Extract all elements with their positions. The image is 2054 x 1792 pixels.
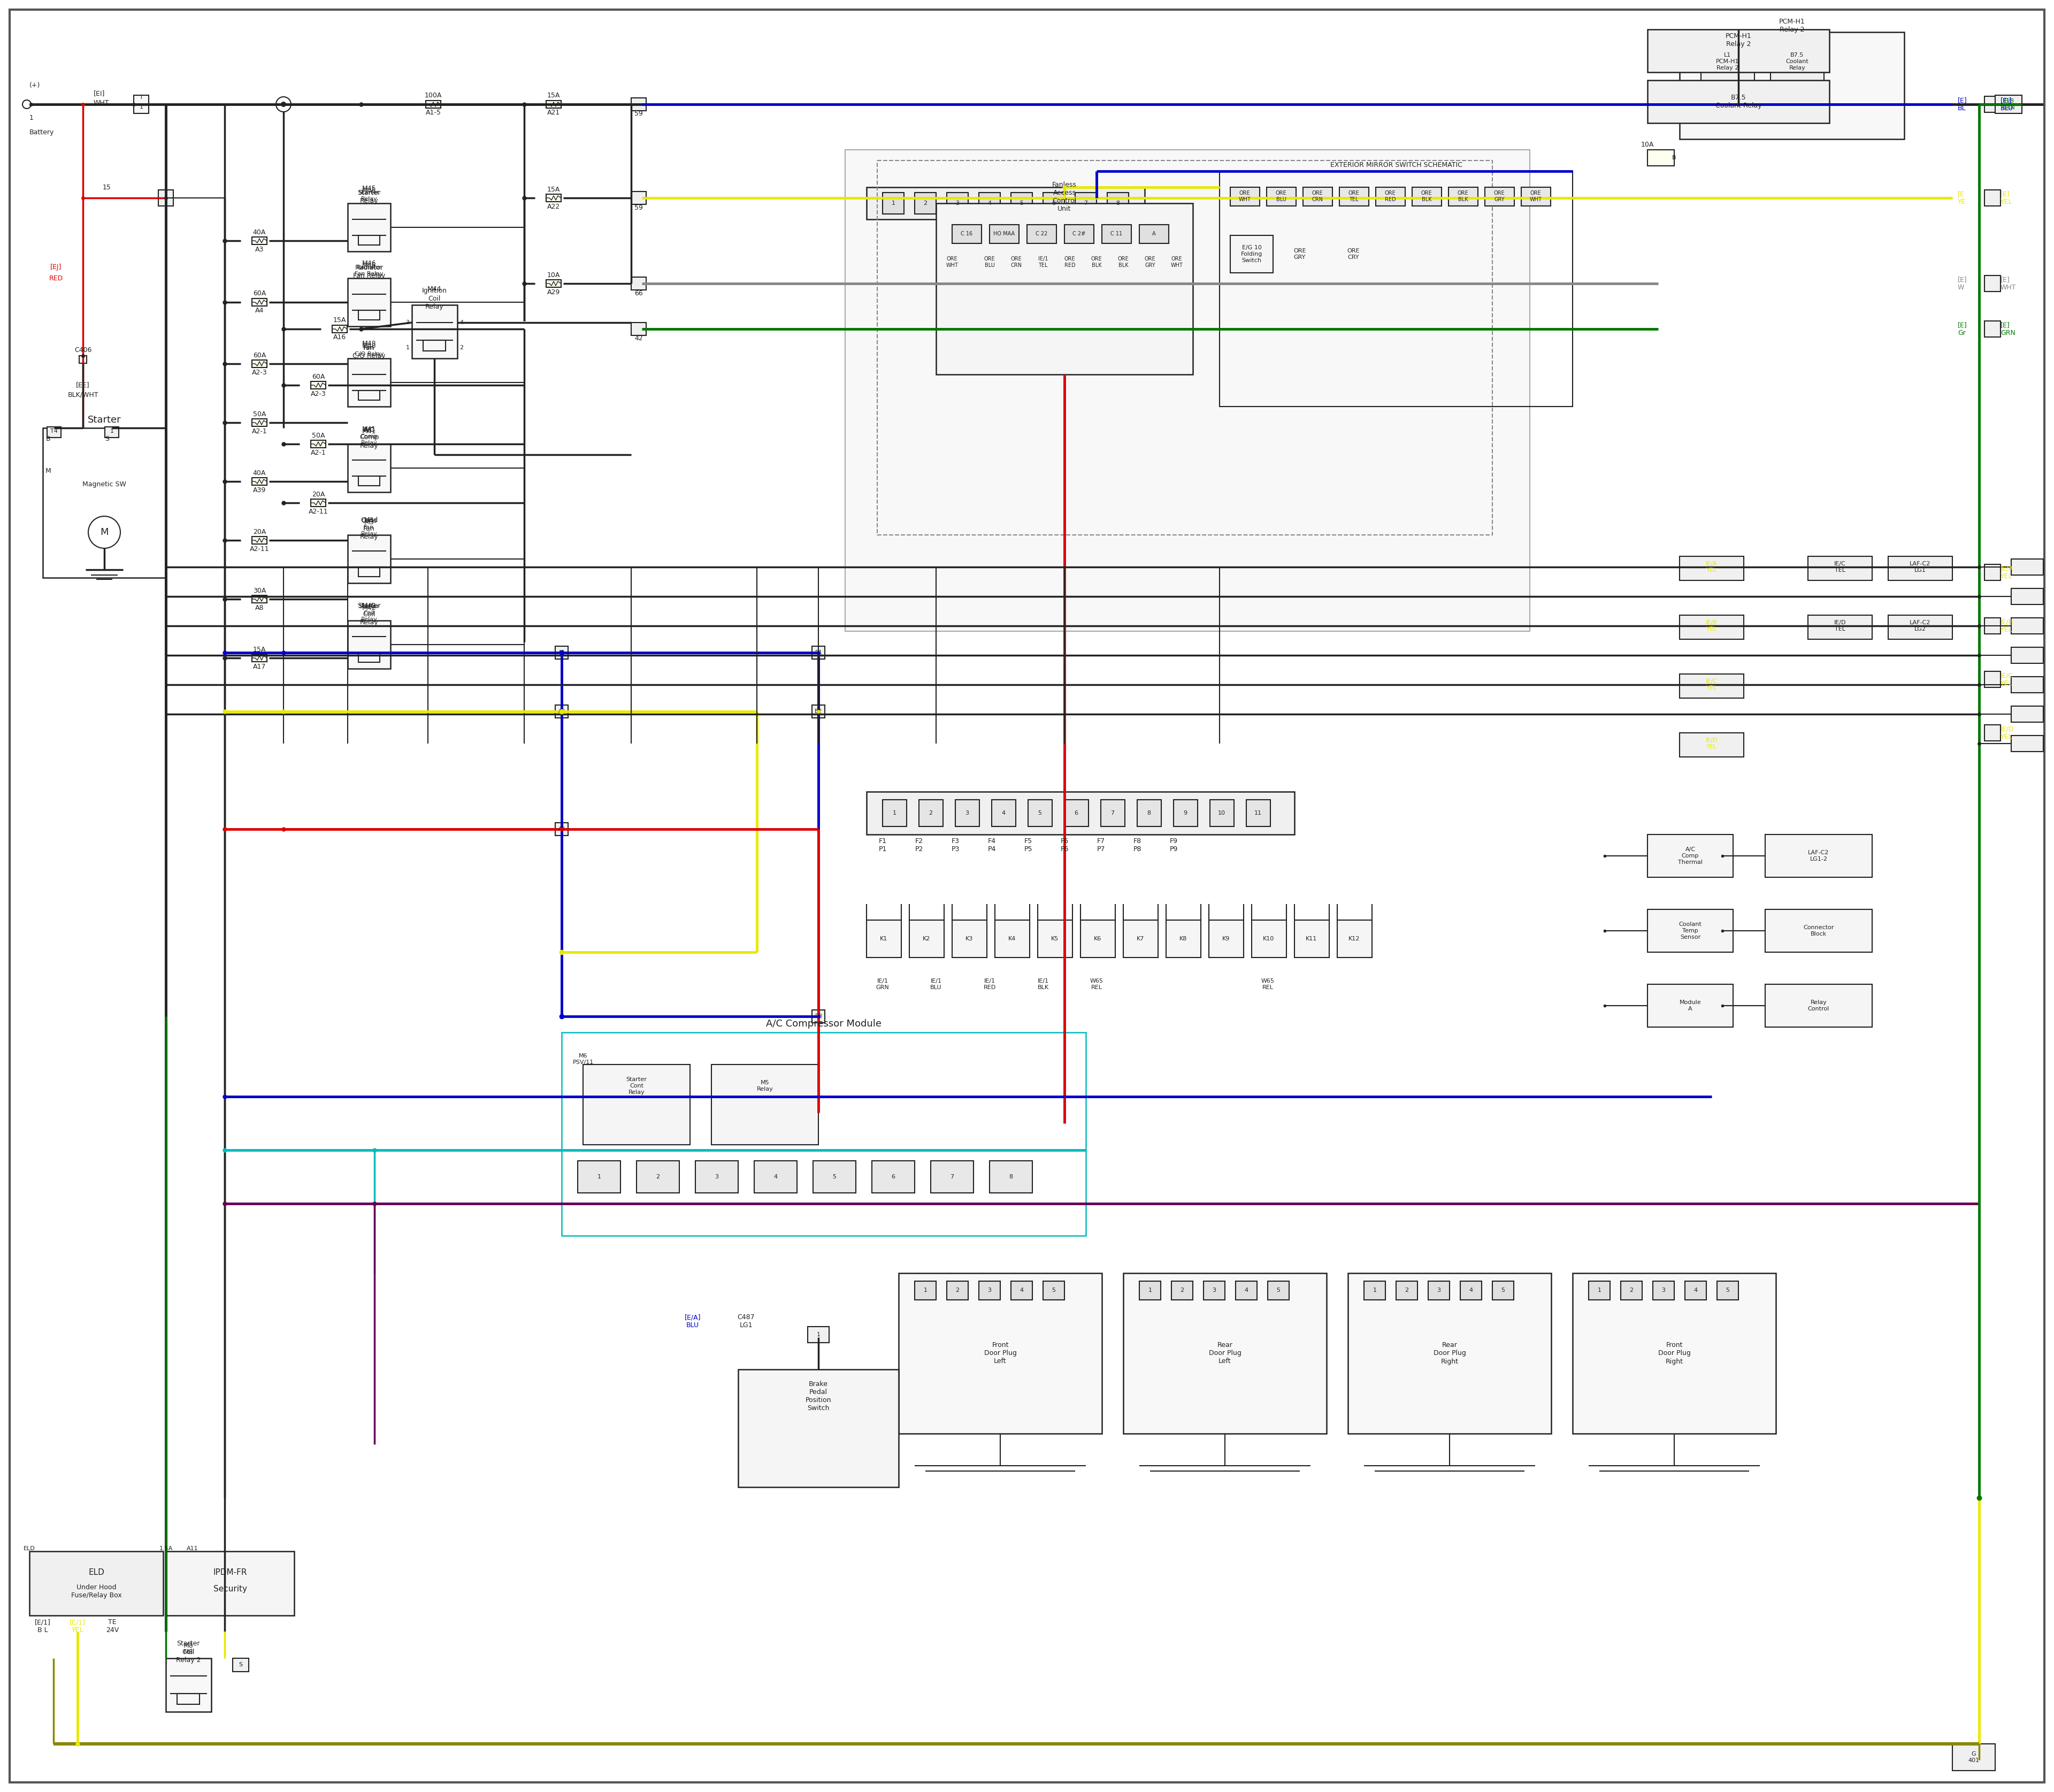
Text: 5: 5: [1725, 1288, 1729, 1292]
Bar: [2011, 677, 2044, 694]
Bar: [2011, 559, 2044, 575]
Text: M41: M41: [362, 425, 376, 432]
Text: 2: 2: [924, 201, 926, 206]
Text: 66: 66: [635, 290, 643, 297]
Text: F2
P2: F2 P2: [914, 837, 922, 853]
Bar: [158, 190, 173, 206]
Text: [E]
W: [E] W: [1957, 276, 1968, 290]
Bar: [347, 620, 390, 668]
Bar: [347, 358, 390, 407]
Bar: [637, 1161, 680, 1193]
Text: A1-5: A1-5: [425, 109, 442, 116]
Text: F5
P5: F5 P5: [1025, 837, 1033, 853]
Text: B: B: [1672, 156, 1676, 161]
Bar: [357, 391, 380, 400]
Text: 15A: 15A: [546, 186, 561, 194]
Bar: [166, 1658, 212, 1711]
Text: 2: 2: [655, 1174, 659, 1179]
Text: 15A: 15A: [253, 645, 265, 652]
Text: A3: A3: [559, 826, 565, 831]
Text: A16: A16: [333, 333, 347, 340]
Bar: [1573, 1272, 1777, 1434]
Text: 1: 1: [1148, 1288, 1152, 1292]
Bar: [980, 1281, 1000, 1299]
Bar: [1027, 224, 1056, 244]
Bar: [1647, 909, 1734, 952]
Text: A: A: [1152, 231, 1156, 237]
Text: 9: 9: [1183, 810, 1187, 815]
Text: 2: 2: [460, 346, 464, 351]
Text: 3: 3: [1212, 1288, 1216, 1292]
Bar: [555, 704, 569, 719]
Bar: [555, 823, 569, 835]
Bar: [811, 1011, 826, 1023]
Text: PCM-H1
Relay 2: PCM-H1 Relay 2: [1725, 32, 1752, 48]
Bar: [1808, 615, 1871, 640]
Text: A2-3: A2-3: [310, 391, 327, 398]
Text: Coolant
Temp
Sensor: Coolant Temp Sensor: [1678, 921, 1701, 939]
Text: IE/1
RED: IE/1 RED: [984, 978, 996, 989]
Bar: [1101, 224, 1132, 244]
Text: LAF-C2
LG1: LAF-C2 LG1: [1910, 561, 1931, 573]
Bar: [947, 1281, 967, 1299]
Text: Cond
Fan
Relay: Cond Fan Relay: [359, 518, 378, 539]
Bar: [990, 1161, 1033, 1193]
Text: T4: T4: [49, 428, 58, 434]
Text: F3
P3: F3 P3: [951, 837, 959, 853]
Text: 50A: 50A: [312, 432, 325, 439]
Text: 15A: 15A: [333, 317, 347, 324]
Bar: [1984, 97, 2001, 113]
Text: M46: M46: [362, 262, 376, 269]
Bar: [813, 1161, 857, 1193]
Bar: [1140, 1281, 1161, 1299]
Text: 20A: 20A: [253, 529, 265, 536]
Bar: [953, 919, 986, 957]
Text: Radiator
Fan Relay: Radiator Fan Relay: [355, 265, 384, 276]
Text: K3: K3: [965, 935, 974, 941]
Text: 1: 1: [1372, 1288, 1376, 1292]
Text: IE/C
TEL: IE/C TEL: [1834, 561, 1847, 573]
Text: 5: 5: [1052, 1288, 1056, 1292]
Bar: [1294, 919, 1329, 957]
Text: A2-1: A2-1: [310, 450, 327, 455]
Text: IE/C
YEL: IE/C YEL: [1707, 679, 1717, 690]
Text: 3: 3: [407, 321, 409, 324]
Bar: [1210, 919, 1243, 957]
Bar: [947, 192, 967, 213]
Bar: [1647, 29, 1830, 72]
Bar: [990, 224, 1019, 244]
Bar: [1680, 733, 1744, 756]
Text: B7.5
Coolant Relay: B7.5 Coolant Relay: [1715, 95, 1762, 109]
Bar: [711, 1064, 817, 1145]
Bar: [930, 1161, 974, 1193]
Text: ORE
WHT: ORE WHT: [1171, 256, 1183, 267]
Bar: [546, 280, 561, 287]
Text: 4: 4: [460, 321, 464, 324]
Text: M45: M45: [362, 186, 376, 194]
Text: M48: M48: [362, 342, 376, 349]
Bar: [900, 1272, 1101, 1434]
Text: 4: 4: [1002, 810, 1004, 815]
Text: M42: M42: [362, 604, 376, 611]
Bar: [1101, 799, 1126, 826]
Bar: [807, 1326, 830, 1342]
Text: 5: 5: [1501, 1288, 1506, 1292]
Text: ORE
BLU: ORE BLU: [984, 256, 994, 267]
Bar: [1888, 556, 1953, 581]
Bar: [1230, 235, 1273, 272]
Text: IE/1
BLU: IE/1 BLU: [930, 978, 943, 989]
Text: TE
24V: TE 24V: [107, 1618, 119, 1634]
Text: 2: 2: [955, 1288, 959, 1292]
Circle shape: [281, 102, 286, 108]
Text: ORE
BLU: ORE BLU: [1276, 190, 1286, 202]
Text: ORE
CRY: ORE CRY: [1347, 249, 1360, 260]
Text: IE/D
YEL: IE/D YEL: [1705, 738, 1717, 749]
Text: Radiator
Fan Relay: Radiator Fan Relay: [353, 263, 386, 280]
Text: [E/1]
YEL: [E/1] YEL: [70, 1618, 86, 1634]
Text: M3: M3: [364, 516, 374, 523]
Text: Fan
C/O Relay: Fan C/O Relay: [353, 344, 386, 360]
Text: F8
P8: F8 P8: [1134, 837, 1142, 853]
Text: [EI]
BLU: [EI] BLU: [2001, 97, 2013, 111]
Text: F1
P1: F1 P1: [879, 837, 887, 853]
Text: B2: B2: [815, 710, 822, 715]
